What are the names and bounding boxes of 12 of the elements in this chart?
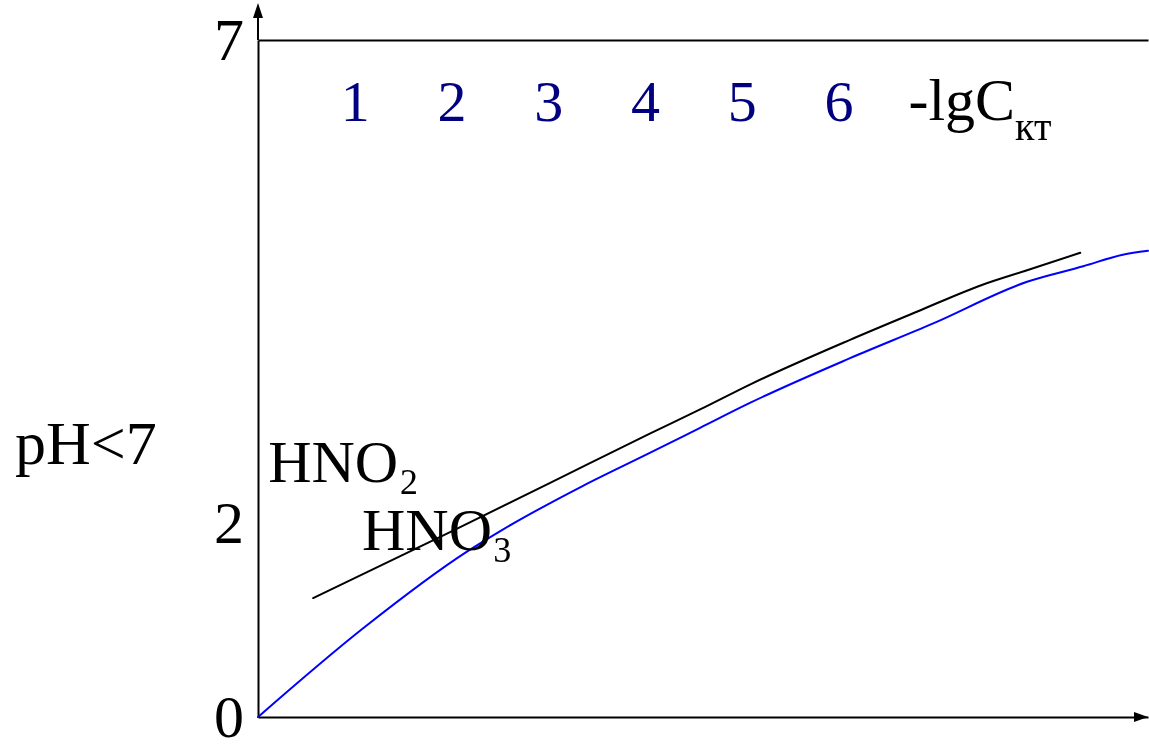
x-axis-title: -lgC$_{кт}$ <box>908 67 1052 149</box>
y-tick-label: 7 <box>214 6 244 73</box>
x-tick-label: 1 <box>340 69 370 135</box>
x-tick-label: 6 <box>824 69 854 135</box>
y-tick-label: 2 <box>214 490 244 557</box>
x-tick-label: 2 <box>437 69 467 135</box>
x-tick-label: 4 <box>630 69 660 135</box>
series-label: HNO₂ <box>268 429 420 496</box>
x-tick-label: 5 <box>727 69 757 135</box>
x-tick-label: 3 <box>534 69 564 135</box>
y-tick-label: 0 <box>214 683 244 749</box>
y-axis-title: pH<7 <box>15 409 157 477</box>
